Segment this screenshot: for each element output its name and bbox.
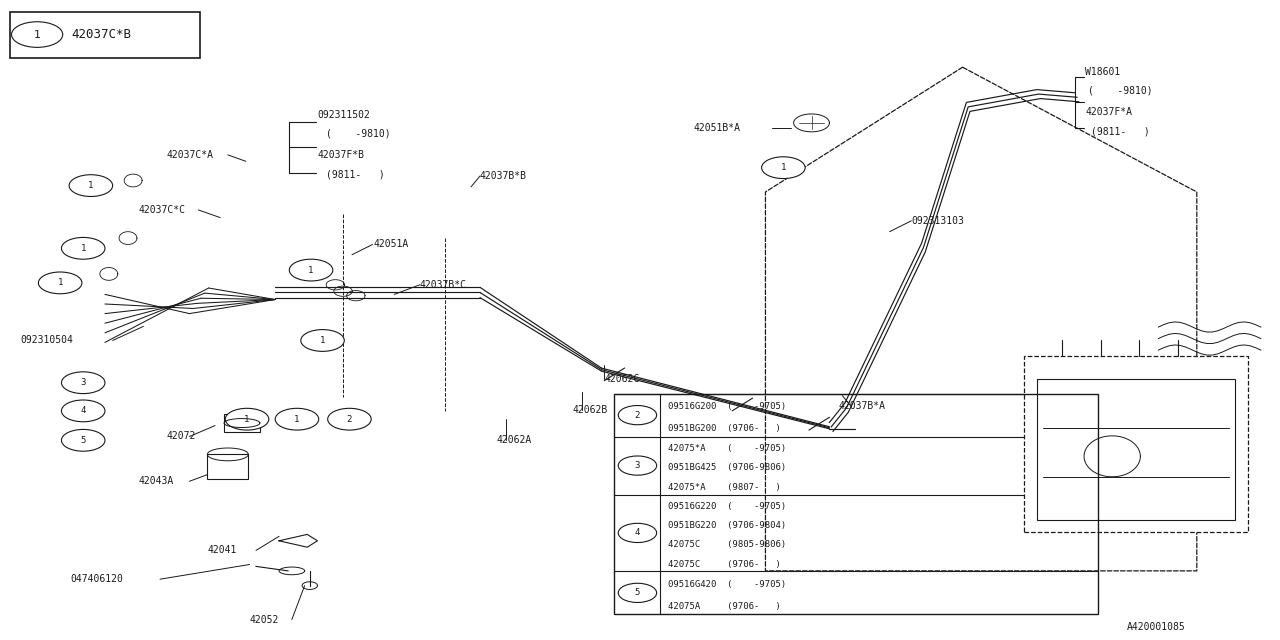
- Text: 1: 1: [88, 181, 93, 190]
- Circle shape: [618, 456, 657, 475]
- Text: 42062B: 42062B: [572, 404, 608, 415]
- Circle shape: [225, 408, 269, 430]
- Circle shape: [38, 272, 82, 294]
- Text: 42052: 42052: [250, 614, 279, 625]
- Text: 42075*A    (    -9705): 42075*A ( -9705): [668, 444, 786, 453]
- Circle shape: [61, 237, 105, 259]
- Text: 42062A: 42062A: [497, 435, 532, 445]
- Text: 42037C*C: 42037C*C: [138, 205, 186, 215]
- Circle shape: [61, 400, 105, 422]
- Circle shape: [301, 330, 344, 351]
- Text: 42051B*A: 42051B*A: [694, 123, 741, 133]
- Text: 1: 1: [58, 278, 63, 287]
- Bar: [224, 414, 260, 432]
- Circle shape: [275, 408, 319, 430]
- Text: 1: 1: [244, 415, 250, 424]
- Text: 42037F*B: 42037F*B: [317, 150, 365, 160]
- Text: 0951BG200  (9706-   ): 0951BG200 (9706- ): [668, 424, 781, 433]
- Text: 09516G420  (    -9705): 09516G420 ( -9705): [668, 580, 786, 589]
- Text: 1: 1: [308, 266, 314, 275]
- Text: 09516G220  (    -9705): 09516G220 ( -9705): [668, 502, 786, 511]
- Text: 5: 5: [635, 588, 640, 597]
- Circle shape: [328, 408, 371, 430]
- Text: 42062C: 42062C: [604, 374, 640, 384]
- Text: 42075A     (9706-   ): 42075A (9706- ): [668, 602, 781, 611]
- Text: 4: 4: [635, 529, 640, 538]
- Text: 0951BG425  (9706-9806): 0951BG425 (9706-9806): [668, 463, 786, 472]
- Text: W18601: W18601: [1085, 67, 1121, 77]
- Text: (9811-   ): (9811- ): [326, 169, 385, 179]
- Circle shape: [762, 157, 805, 179]
- Text: 42037C*B: 42037C*B: [72, 28, 132, 41]
- Text: 0951BG220  (9706-9804): 0951BG220 (9706-9804): [668, 521, 786, 530]
- Circle shape: [69, 175, 113, 196]
- Text: 4: 4: [81, 406, 86, 415]
- Text: 1: 1: [320, 336, 325, 345]
- Text: 42037B*A: 42037B*A: [838, 401, 886, 412]
- Text: 42037C*A: 42037C*A: [166, 150, 214, 160]
- Text: 2: 2: [347, 415, 352, 424]
- Text: 42037F*A: 42037F*A: [1085, 107, 1133, 117]
- Text: 047406120: 047406120: [70, 574, 123, 584]
- Bar: [1037, 379, 1235, 520]
- Circle shape: [618, 583, 657, 602]
- Text: 2: 2: [635, 411, 640, 420]
- Text: 1: 1: [294, 415, 300, 424]
- Text: (    -9810): ( -9810): [326, 128, 390, 138]
- Text: A420001085: A420001085: [1126, 622, 1185, 632]
- Text: 092311502: 092311502: [317, 110, 370, 120]
- Text: 092310504: 092310504: [20, 335, 73, 346]
- Bar: [207, 454, 248, 479]
- Text: 1: 1: [81, 244, 86, 253]
- Text: 1: 1: [781, 163, 786, 172]
- Text: 42072: 42072: [166, 431, 196, 442]
- Text: 42041: 42041: [207, 545, 237, 556]
- Text: 42037B*B: 42037B*B: [480, 171, 527, 181]
- Text: 1: 1: [33, 29, 41, 40]
- Circle shape: [61, 372, 105, 394]
- Text: 42043A: 42043A: [138, 476, 174, 486]
- Bar: [614, 394, 1098, 614]
- Circle shape: [289, 259, 333, 281]
- Text: 3: 3: [81, 378, 86, 387]
- Circle shape: [61, 429, 105, 451]
- Circle shape: [12, 22, 63, 47]
- Circle shape: [618, 524, 657, 543]
- Text: 42075*A    (9807-   ): 42075*A (9807- ): [668, 483, 781, 492]
- Text: 09516G200  (    -9705): 09516G200 ( -9705): [668, 403, 786, 412]
- Bar: [10, 12, 200, 58]
- Circle shape: [618, 406, 657, 425]
- Text: 5: 5: [81, 436, 86, 445]
- Text: 42037B*C: 42037B*C: [420, 280, 467, 290]
- Text: 3: 3: [635, 461, 640, 470]
- Text: 092313103: 092313103: [911, 216, 964, 226]
- Text: (9811-   ): (9811- ): [1091, 126, 1149, 136]
- Text: 42075C     (9706-   ): 42075C (9706- ): [668, 559, 781, 568]
- Text: 42075C     (9805-9806): 42075C (9805-9806): [668, 540, 786, 549]
- Text: (    -9810): ( -9810): [1088, 86, 1152, 96]
- Text: 42051A: 42051A: [374, 239, 410, 250]
- Bar: [1024, 356, 1248, 532]
